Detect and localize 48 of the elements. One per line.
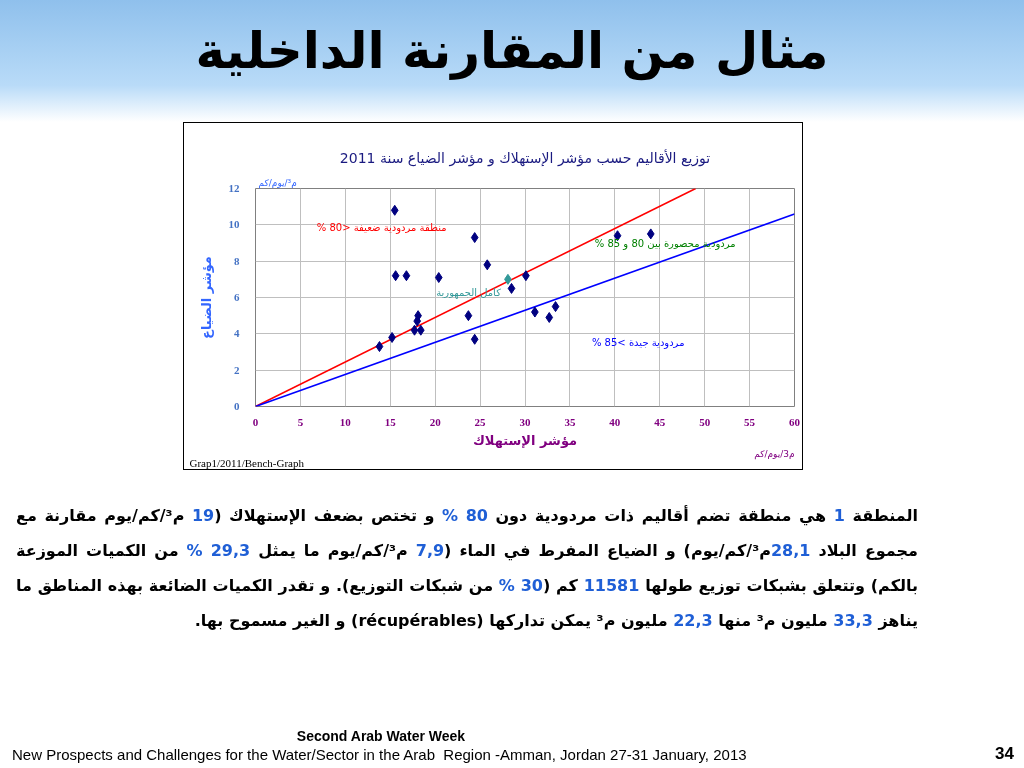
text: م3/يوم/كم: [754, 448, 795, 460]
y-tick-label: 2: [234, 363, 240, 376]
text: Grap1/2011/Bench-Graph: [189, 457, 305, 469]
point: [470, 333, 479, 345]
text: م³/يوم/كم: [258, 178, 297, 189]
point: [507, 282, 516, 294]
point: [551, 301, 560, 313]
point: [410, 324, 419, 336]
point: [390, 204, 399, 216]
x-tick-label: 60: [789, 415, 801, 428]
point: [470, 232, 479, 244]
chart-subtitle: توزيع الأقاليم حسب مؤشر الإستهلاك و مؤشر الضياع سنة 2011: [339, 148, 711, 167]
x-axis-title: مؤشر الإستهلاك: [472, 432, 578, 448]
y-axis-title: مؤشر الضياع: [198, 256, 214, 339]
x-tick-label: 45: [654, 415, 666, 428]
annotation: مردودية جيدة >85 %: [591, 337, 685, 350]
series-label: كامل الجمهورية: [436, 286, 502, 299]
point: [464, 310, 473, 322]
y-tick-label: 0: [234, 400, 240, 412]
text: New Prospects and Challenges for the Water/Sector in the Arab Region -Amman, Jordan 27-31 January, 2013: [12, 745, 747, 765]
point: [416, 324, 425, 336]
x-tick-label: 10: [339, 415, 352, 428]
y-tick-label: 10: [228, 218, 240, 231]
x-tick-label: 5: [297, 415, 304, 428]
x-tick-label: 40: [609, 415, 621, 428]
point: [391, 270, 400, 282]
x-tick-label: 15: [384, 415, 397, 428]
x-tick-label: 20: [429, 415, 442, 428]
point: [646, 228, 655, 240]
point: [375, 341, 384, 353]
point: [434, 272, 443, 284]
x-tick-label: 55: [744, 415, 756, 428]
annotation: منطقة مردودية ضعيفة <80 %: [316, 222, 447, 235]
y-tick-label: 12: [228, 182, 240, 194]
point: [483, 259, 492, 271]
x-tick-label: 35: [564, 415, 576, 428]
x-tick-label: 25: [474, 415, 487, 428]
x-tick-label: 30: [519, 415, 531, 428]
point: [402, 270, 411, 282]
chart-title: مثال من المقارنة الداخلية: [0, 0, 1024, 122]
y-tick-label: 8: [234, 254, 240, 267]
y-tick-label: 4: [234, 327, 240, 340]
x-tick-label: 50: [699, 415, 711, 428]
point: [545, 311, 554, 323]
x-tick-label: 0: [252, 415, 259, 428]
text: Second Arab Water Week: [295, 727, 467, 746]
y-tick-label: 6: [234, 291, 240, 303]
text: 34: [995, 743, 1014, 765]
